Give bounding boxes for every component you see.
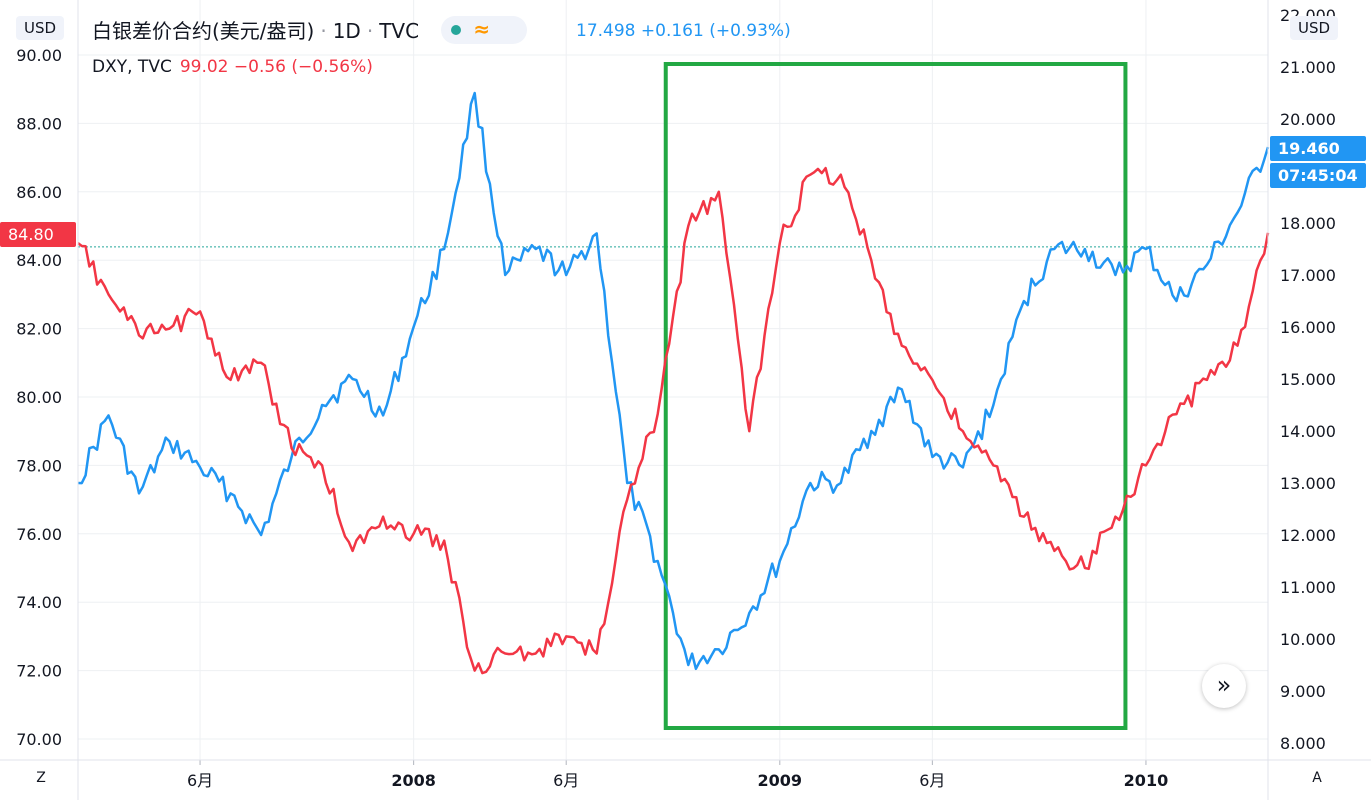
- right-tick-label: 18.000: [1280, 214, 1336, 233]
- time-tick-label: 2008: [391, 771, 436, 790]
- time-tick-label: 6月: [919, 771, 945, 790]
- left-tick-label: 82.00: [16, 320, 62, 339]
- right-tick-label: 16.000: [1280, 318, 1336, 337]
- chart-grid: [78, 0, 1268, 760]
- highlight-box: [663, 62, 1128, 730]
- symbol-title-row: 白银差价合约(美元/盎司) · 1D · TVC ≈: [92, 15, 528, 47]
- right-axis-unit[interactable]: USD: [1290, 16, 1339, 40]
- silver-price-tag: 19.460: [1270, 136, 1366, 161]
- left-axis-unit[interactable]: USD: [16, 16, 65, 40]
- dxy-label: DXY, TVC: [92, 57, 172, 77]
- left-tick-label: 78.00: [16, 456, 62, 475]
- bar-countdown-tag: 07:45:04: [1270, 163, 1366, 188]
- right-tick-label: 15.000: [1280, 370, 1336, 389]
- scroll-to-realtime-button[interactable]: »: [1202, 664, 1246, 708]
- time-tick-label: 6月: [187, 771, 213, 790]
- left-tick-label: 70.00: [16, 730, 62, 749]
- silver-quote: 17.498 +0.161 (+0.93%): [576, 21, 791, 41]
- axis-ticks: 90.00 88.00 86.00 84.00 82.00 80.00 78.00 76.00…: [16, 6, 1336, 790]
- left-tick-label: 90.00: [16, 46, 62, 65]
- left-tick-label: 86.00: [16, 183, 62, 202]
- right-tick-label: 21.000: [1280, 58, 1336, 77]
- right-tick-label: 9.000: [1280, 682, 1326, 701]
- left-tick-label: 74.00: [16, 593, 62, 612]
- symbol-name[interactable]: 白银差价合约(美元/盎司): [92, 19, 315, 43]
- dxy-quote: 99.02 −0.56 (−0.56%): [179, 57, 373, 77]
- title-separator: ·: [366, 19, 374, 43]
- left-tick-label: 72.00: [16, 662, 62, 681]
- right-tick-label: 20.000: [1280, 110, 1336, 129]
- time-tick-label: 6月: [553, 771, 579, 790]
- green-dot-icon: [451, 24, 462, 35]
- time-tick-label: 2009: [758, 771, 803, 790]
- right-tick-label: 17.000: [1280, 266, 1336, 285]
- zoom-button[interactable]: Z: [36, 770, 46, 786]
- series-line-silver: [77, 91, 1270, 671]
- time-tick-label: 2010: [1124, 771, 1169, 790]
- series-line-dxy: [77, 166, 1270, 675]
- right-tick-label: 11.000: [1280, 578, 1336, 597]
- dxy-price-tag: 84.80: [0, 222, 76, 247]
- right-tick-label: 13.000: [1280, 474, 1336, 493]
- market-status-pill[interactable]: ≈: [441, 15, 528, 44]
- left-tick-label: 84.00: [16, 251, 62, 270]
- right-tick-label: 8.000: [1280, 734, 1326, 753]
- interval-label[interactable]: 1D: [332, 19, 361, 43]
- right-tick-label: 14.000: [1280, 422, 1336, 441]
- exchange-label: TVC: [379, 19, 420, 43]
- left-tick-label: 80.00: [16, 388, 62, 407]
- right-tick-label: 12.000: [1280, 526, 1336, 545]
- left-tick-label: 76.00: [16, 525, 62, 544]
- left-tick-label: 88.00: [16, 114, 62, 133]
- dxy-legend[interactable]: DXY, TVC 99.02 −0.56 (−0.56%): [92, 57, 373, 77]
- auto-scale-button[interactable]: A: [1312, 770, 1322, 786]
- wave-icon: ≈: [473, 16, 491, 41]
- right-tick-label: 10.000: [1280, 630, 1336, 649]
- title-separator: ·: [320, 19, 327, 43]
